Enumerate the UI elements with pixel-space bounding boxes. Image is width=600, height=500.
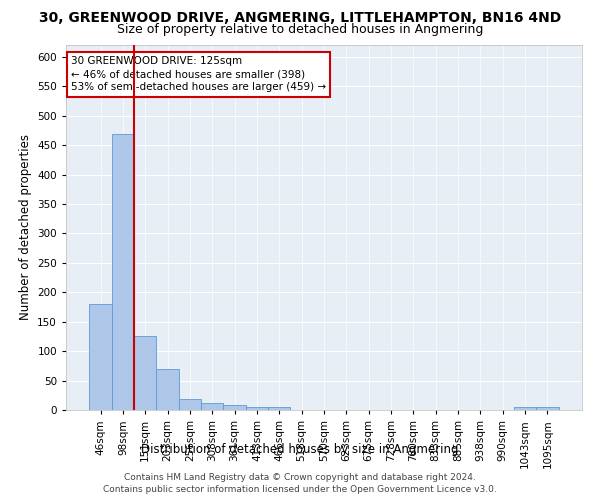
Bar	[223, 406, 246, 410]
Bar	[201, 403, 223, 410]
Bar	[89, 304, 112, 410]
Text: 30, GREENWOOD DRIVE, ANGMERING, LITTLEHAMPTON, BN16 4ND: 30, GREENWOOD DRIVE, ANGMERING, LITTLEHA…	[39, 11, 561, 25]
Bar	[536, 407, 559, 410]
Text: 30 GREENWOOD DRIVE: 125sqm
← 46% of detached houses are smaller (398)
53% of sem: 30 GREENWOOD DRIVE: 125sqm ← 46% of deta…	[71, 56, 326, 92]
Bar	[246, 407, 268, 410]
Text: Contains public sector information licensed under the Open Government Licence v3: Contains public sector information licen…	[103, 485, 497, 494]
Bar	[179, 400, 201, 410]
Text: Distribution of detached houses by size in Angmering: Distribution of detached houses by size …	[141, 442, 459, 456]
Bar	[514, 407, 536, 410]
Bar	[112, 134, 134, 410]
Y-axis label: Number of detached properties: Number of detached properties	[19, 134, 32, 320]
Text: Contains HM Land Registry data © Crown copyright and database right 2024.: Contains HM Land Registry data © Crown c…	[124, 474, 476, 482]
Text: Size of property relative to detached houses in Angmering: Size of property relative to detached ho…	[117, 22, 483, 36]
Bar	[134, 336, 157, 410]
Bar	[157, 369, 179, 410]
Bar	[268, 407, 290, 410]
